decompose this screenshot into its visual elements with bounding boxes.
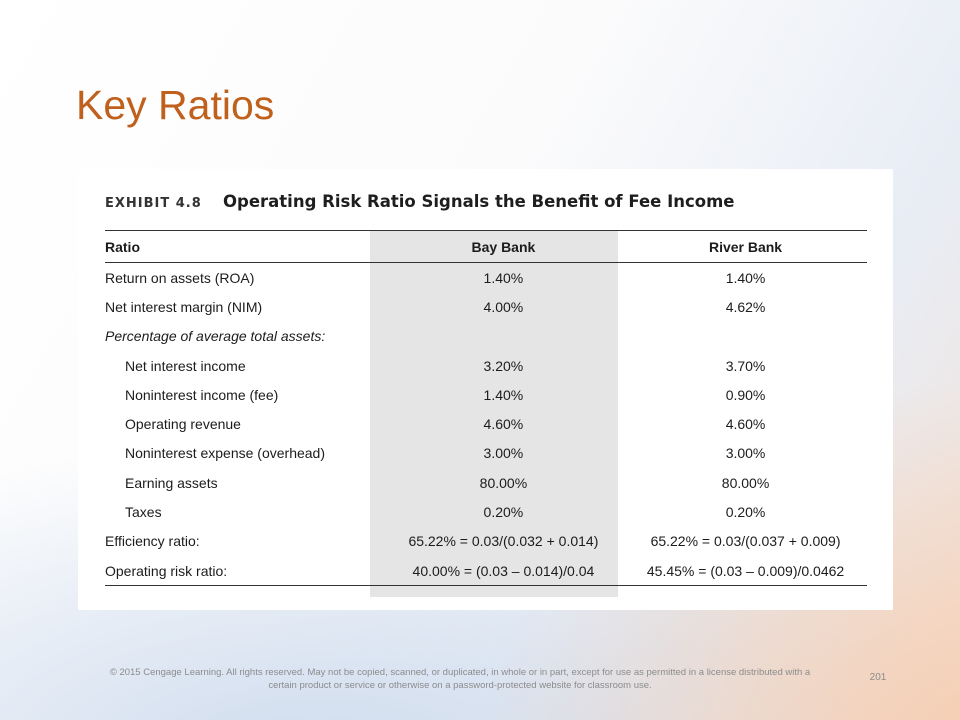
page-number: 201 <box>869 672 887 683</box>
table-row: Operating risk ratio: 40.00% = (0.03 – 0… <box>105 556 867 586</box>
bay-bank-value: 80.00% <box>479 474 528 491</box>
table-row: Efficiency ratio: 65.22% = 0.03/(0.032 +… <box>105 527 867 556</box>
bay-bank-value: 1.40% <box>483 269 524 286</box>
bay-bank-value: 4.60% <box>483 416 524 433</box>
ratio-label: Earning assets <box>125 474 218 491</box>
bay-bank-value: 65.22% = 0.03/(0.032 + 0.014) <box>408 533 599 550</box>
table-row: Percentage of average total assets: <box>105 322 867 351</box>
ratio-label: Operating revenue <box>125 416 241 433</box>
ratio-section-label: Percentage of average total assets: <box>105 328 326 345</box>
river-bank-value: 80.00% <box>721 474 770 491</box>
header-bay-bank: Bay Bank <box>471 238 536 255</box>
table-row: Net interest margin (NIM) 4.00% 4.62% <box>105 292 867 321</box>
ratio-label: Return on assets (ROA) <box>105 269 255 286</box>
ratio-label: Net interest income <box>125 357 246 374</box>
river-bank-value: 4.60% <box>725 416 766 433</box>
ratio-label: Taxes <box>125 504 162 521</box>
table-row: Earning assets 80.00% 80.00% <box>105 468 867 497</box>
table-row: Taxes 0.20% 0.20% <box>105 497 867 526</box>
ratio-table: Ratio Bay Bank River Bank Return on asse… <box>105 230 867 586</box>
exhibit-table-card: EXHIBIT 4.8 Operating Risk Ratio Signals… <box>78 169 893 610</box>
ratio-label: Net interest margin (NIM) <box>105 298 263 315</box>
table-row: Operating revenue 4.60% 4.60% <box>105 409 867 438</box>
copyright-notice: © 2015 Cengage Learning. All rights rese… <box>109 667 811 691</box>
ratio-label: Operating risk ratio: <box>105 562 228 579</box>
exhibit-label: EXHIBIT 4.8 <box>105 196 202 211</box>
exhibit-heading: EXHIBIT 4.8 Operating Risk Ratio Signals… <box>105 192 734 211</box>
table-row: Noninterest income (fee) 1.40% 0.90% <box>105 380 867 409</box>
header-ratio: Ratio <box>105 238 140 255</box>
header-river-bank: River Bank <box>708 238 783 255</box>
river-bank-value: 4.62% <box>725 298 766 315</box>
bay-bank-value: 0.20% <box>483 504 524 521</box>
river-bank-value <box>624 322 867 351</box>
bay-bank-value: 1.40% <box>483 386 524 403</box>
table-header-row: Ratio Bay Bank River Bank <box>105 230 867 263</box>
bay-bank-value <box>383 322 624 351</box>
bay-bank-value: 4.00% <box>483 298 524 315</box>
exhibit-title: Operating Risk Ratio Signals the Benefit… <box>223 192 735 211</box>
bay-bank-value: 3.20% <box>483 357 524 374</box>
slide-title: Key Ratios <box>76 82 275 128</box>
river-bank-value: 45.45% = (0.03 – 0.009)/0.0462 <box>646 562 845 579</box>
table-row: Return on assets (ROA) 1.40% 1.40% <box>105 263 867 293</box>
table-row: Noninterest expense (overhead) 3.00% 3.0… <box>105 439 867 468</box>
table-row: Net interest income 3.20% 3.70% <box>105 351 867 380</box>
river-bank-value: 1.40% <box>725 269 766 286</box>
bay-bank-column-shade <box>370 230 618 597</box>
river-bank-value: 0.20% <box>725 504 766 521</box>
ratio-label: Noninterest income (fee) <box>125 386 279 403</box>
bay-bank-value: 40.00% = (0.03 – 0.014)/0.04 <box>412 562 595 579</box>
river-bank-value: 3.00% <box>725 445 766 462</box>
ratio-label: Efficiency ratio: <box>105 533 200 550</box>
bay-bank-value: 3.00% <box>483 445 524 462</box>
ratio-label: Noninterest expense (overhead) <box>125 445 326 462</box>
river-bank-value: 65.22% = 0.03/(0.037 + 0.009) <box>650 533 841 550</box>
river-bank-value: 0.90% <box>725 386 766 403</box>
river-bank-value: 3.70% <box>725 357 766 374</box>
